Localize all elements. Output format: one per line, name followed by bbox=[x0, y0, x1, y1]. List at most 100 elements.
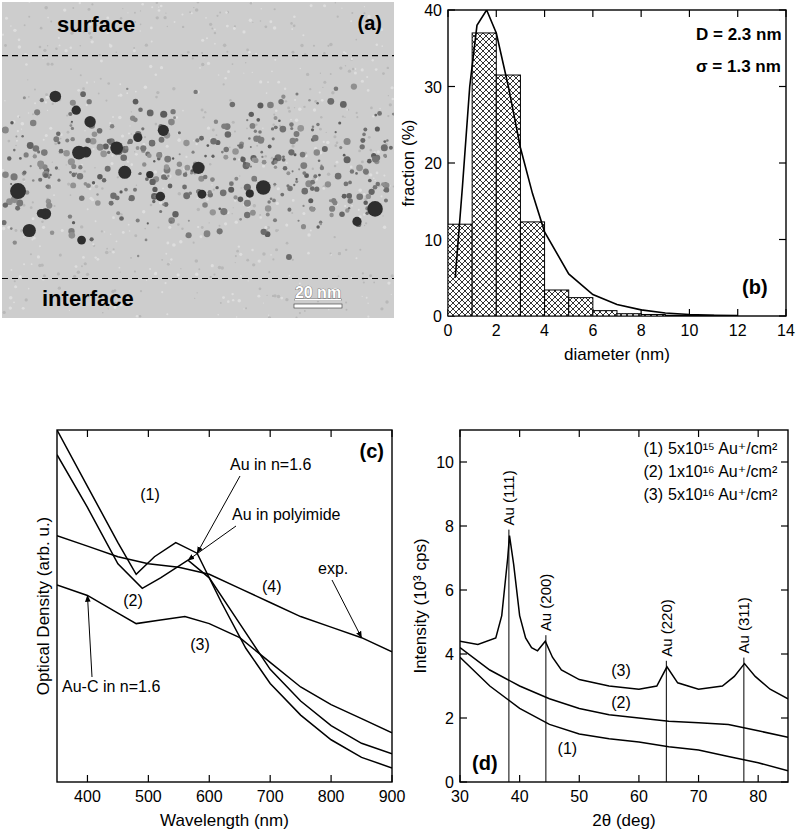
x-tick-label: 50 bbox=[570, 788, 588, 805]
grain bbox=[44, 6, 47, 9]
grain bbox=[84, 262, 87, 265]
grain bbox=[130, 257, 132, 259]
grain bbox=[213, 273, 215, 275]
grain bbox=[157, 226, 159, 228]
particle bbox=[69, 124, 72, 127]
particle bbox=[100, 150, 107, 157]
grain bbox=[351, 205, 353, 207]
grain bbox=[358, 209, 360, 211]
particle bbox=[312, 135, 318, 141]
grain bbox=[272, 258, 274, 260]
grain bbox=[253, 204, 257, 208]
grain bbox=[116, 240, 118, 242]
grain bbox=[351, 277, 353, 279]
x-tick-label: 6 bbox=[588, 322, 597, 339]
plot-frame bbox=[448, 10, 786, 316]
grain bbox=[22, 307, 25, 310]
peak-label: Au (220) bbox=[658, 599, 675, 657]
particle bbox=[77, 173, 83, 179]
particle bbox=[50, 230, 55, 235]
grain bbox=[28, 112, 30, 114]
grain bbox=[295, 57, 297, 59]
particle bbox=[267, 102, 274, 109]
grain bbox=[46, 62, 49, 65]
grain bbox=[376, 43, 379, 46]
particle bbox=[136, 218, 140, 222]
particle bbox=[257, 102, 263, 108]
grain bbox=[174, 21, 176, 23]
particle bbox=[167, 175, 170, 178]
grain bbox=[268, 314, 269, 315]
particle bbox=[258, 130, 262, 134]
grain bbox=[129, 230, 131, 232]
grain bbox=[383, 175, 385, 177]
particle bbox=[300, 162, 307, 169]
grain bbox=[257, 295, 260, 298]
x-tick bbox=[579, 775, 580, 782]
particle bbox=[327, 98, 334, 105]
particle bbox=[369, 189, 375, 195]
reference-line bbox=[743, 658, 744, 782]
x-tick bbox=[519, 430, 520, 437]
grain bbox=[259, 216, 262, 219]
particle bbox=[23, 171, 27, 175]
x-tick bbox=[592, 10, 593, 17]
particle bbox=[232, 148, 239, 155]
grain bbox=[362, 272, 364, 274]
grain bbox=[229, 99, 232, 102]
grain bbox=[367, 316, 369, 318]
grain bbox=[177, 273, 180, 276]
particle bbox=[158, 125, 169, 136]
grain bbox=[273, 294, 276, 297]
y-tick bbox=[460, 781, 467, 782]
particle bbox=[197, 190, 206, 199]
particle bbox=[65, 138, 69, 142]
particle bbox=[322, 146, 328, 152]
particle bbox=[274, 116, 278, 120]
grain bbox=[270, 254, 272, 256]
x-tick-label: 14 bbox=[777, 322, 795, 339]
grain bbox=[201, 109, 204, 112]
particle bbox=[133, 188, 137, 192]
grain bbox=[242, 30, 245, 33]
particle bbox=[389, 146, 393, 150]
grain bbox=[154, 73, 157, 76]
x-tick-label: 8 bbox=[637, 322, 646, 339]
grain bbox=[307, 252, 310, 255]
grain bbox=[248, 51, 250, 53]
grain bbox=[379, 108, 381, 110]
grain bbox=[241, 187, 242, 188]
grain bbox=[235, 262, 236, 263]
grain bbox=[195, 143, 197, 145]
grain bbox=[112, 116, 114, 118]
particle bbox=[102, 178, 106, 182]
grain bbox=[41, 220, 44, 223]
grain bbox=[185, 156, 187, 158]
particle bbox=[133, 117, 138, 122]
particle bbox=[375, 126, 380, 131]
grain bbox=[268, 316, 271, 318]
grain bbox=[291, 145, 294, 148]
particle bbox=[246, 119, 248, 121]
grain bbox=[136, 315, 139, 318]
grain bbox=[232, 63, 234, 65]
grain bbox=[232, 299, 234, 301]
grain bbox=[355, 257, 357, 259]
grain bbox=[119, 83, 121, 85]
grain bbox=[249, 19, 252, 22]
grain bbox=[166, 241, 169, 244]
curve-label: (4) bbox=[262, 578, 282, 595]
grain bbox=[239, 175, 240, 176]
y-tick-label: 40 bbox=[424, 2, 442, 19]
grain bbox=[67, 183, 70, 186]
grain bbox=[255, 124, 258, 127]
grain bbox=[160, 5, 163, 8]
grain bbox=[192, 57, 194, 59]
grain bbox=[368, 136, 371, 139]
particle bbox=[172, 211, 178, 217]
grain bbox=[51, 63, 54, 66]
particle bbox=[78, 165, 82, 169]
grain bbox=[30, 253, 32, 255]
grain bbox=[262, 252, 265, 255]
particle bbox=[217, 228, 223, 234]
